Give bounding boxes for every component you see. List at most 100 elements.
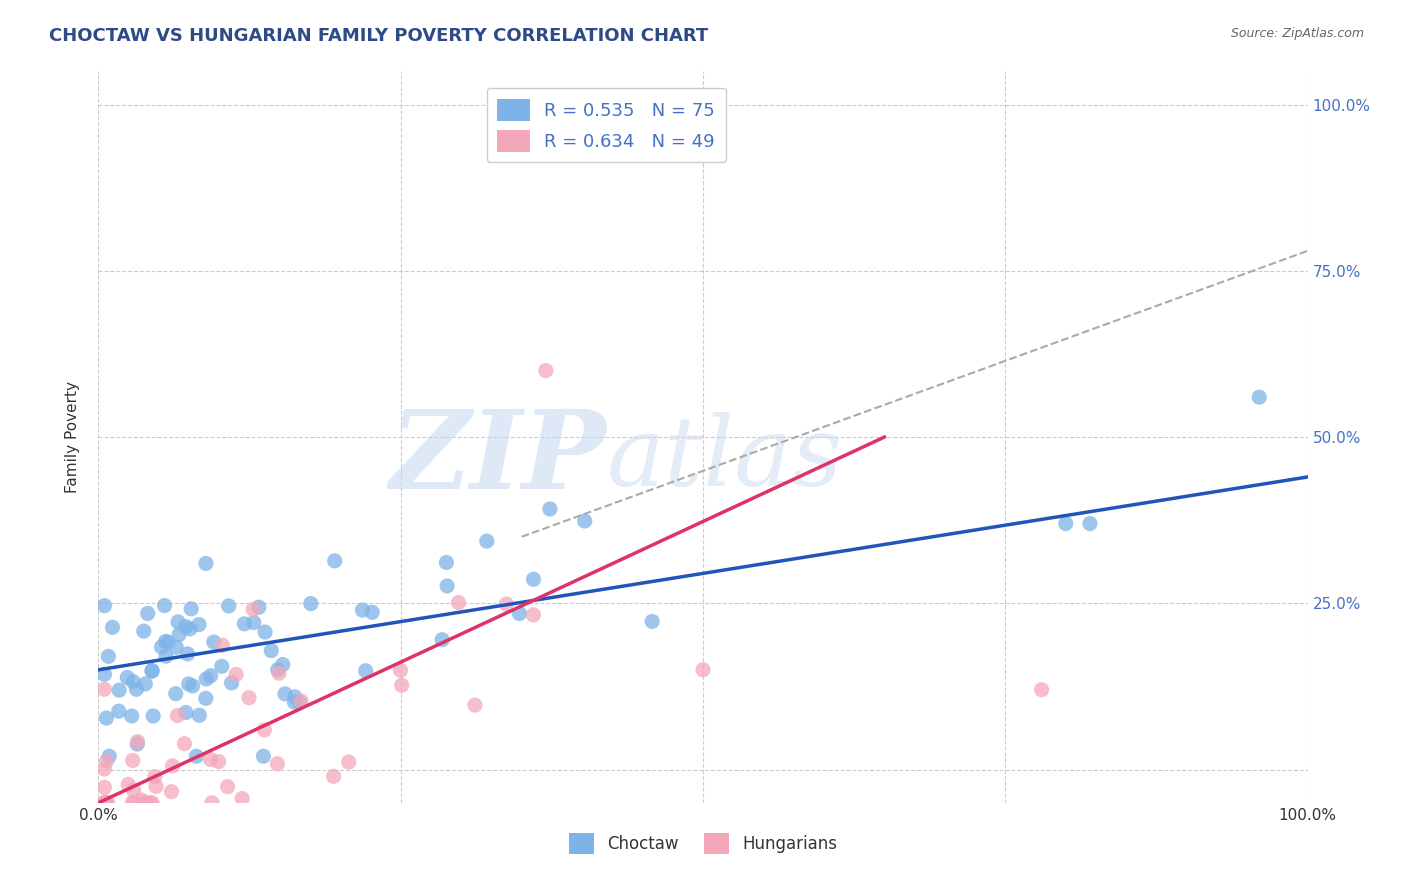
Point	[207, 755, 229, 769]
Point	[108, 704, 131, 718]
Point	[322, 769, 344, 783]
Point	[93, 796, 115, 810]
Point	[145, 780, 167, 794]
Point	[218, 599, 240, 613]
Legend: Choctaw, Hungarians: Choctaw, Hungarians	[562, 827, 844, 860]
Point	[243, 615, 266, 630]
Point	[142, 709, 165, 723]
Point	[165, 687, 187, 701]
Point	[174, 706, 197, 720]
Point	[522, 572, 544, 586]
Point	[538, 502, 561, 516]
Point	[176, 647, 198, 661]
Point	[93, 682, 115, 697]
Point	[242, 602, 264, 616]
Point	[141, 664, 163, 678]
Point	[391, 678, 413, 692]
Point	[475, 534, 498, 549]
Point	[174, 619, 197, 633]
Point	[188, 708, 211, 723]
Point	[641, 615, 664, 629]
Point	[202, 635, 225, 649]
Point	[271, 657, 294, 672]
Point	[177, 677, 200, 691]
Point	[166, 708, 188, 723]
Text: ZIP: ZIP	[389, 405, 606, 513]
Point	[121, 754, 143, 768]
Point	[97, 796, 120, 810]
Point	[247, 600, 270, 615]
Point	[260, 643, 283, 657]
Point	[93, 762, 115, 776]
Point	[288, 695, 311, 709]
Point	[238, 690, 260, 705]
Point	[97, 649, 120, 664]
Point	[93, 780, 115, 795]
Point	[201, 796, 224, 810]
Point	[1249, 390, 1271, 404]
Y-axis label: Family Poverty: Family Poverty	[65, 381, 80, 493]
Point	[121, 709, 143, 723]
Point	[134, 677, 156, 691]
Point	[94, 795, 117, 809]
Point	[323, 554, 346, 568]
Point	[194, 557, 217, 571]
Point	[122, 674, 145, 689]
Point	[1054, 516, 1077, 531]
Point	[186, 749, 208, 764]
Text: atlas: atlas	[606, 412, 842, 506]
Point	[447, 596, 470, 610]
Point	[127, 734, 149, 748]
Point	[125, 682, 148, 697]
Point	[141, 796, 163, 810]
Text: CHOCTAW VS HUNGARIAN FAMILY POVERTY CORRELATION CHART: CHOCTAW VS HUNGARIAN FAMILY POVERTY CORR…	[49, 27, 709, 45]
Point	[173, 737, 195, 751]
Point	[436, 556, 458, 570]
Point	[162, 759, 184, 773]
Point	[233, 616, 256, 631]
Point	[139, 796, 162, 810]
Point	[93, 796, 115, 810]
Point	[274, 687, 297, 701]
Point	[132, 624, 155, 639]
Point	[194, 691, 217, 706]
Point	[337, 755, 360, 769]
Point	[96, 711, 118, 725]
Point	[1031, 682, 1053, 697]
Point	[464, 698, 486, 712]
Point	[284, 690, 307, 704]
Point	[117, 777, 139, 791]
Point	[155, 649, 177, 664]
Point	[508, 607, 530, 621]
Point	[1078, 516, 1101, 531]
Point	[188, 617, 211, 632]
Point	[127, 737, 149, 751]
Point	[389, 663, 412, 677]
Point	[108, 683, 131, 698]
Point	[117, 671, 139, 685]
Point	[155, 634, 177, 648]
Point	[121, 796, 143, 810]
Point	[266, 756, 288, 771]
Point	[122, 796, 145, 810]
Point	[96, 754, 118, 768]
Point	[692, 663, 714, 677]
Point	[101, 620, 124, 634]
Point	[167, 615, 190, 629]
Point	[211, 638, 233, 652]
Point	[167, 627, 190, 641]
Point	[135, 796, 157, 810]
Point	[181, 679, 204, 693]
Point	[522, 607, 544, 622]
Point	[150, 640, 173, 654]
Point	[354, 664, 377, 678]
Point	[221, 676, 243, 690]
Point	[93, 599, 115, 613]
Point	[495, 597, 517, 611]
Point	[267, 666, 290, 681]
Point	[160, 784, 183, 798]
Point	[231, 791, 253, 805]
Point	[283, 695, 305, 709]
Point	[143, 770, 166, 784]
Point	[217, 780, 239, 794]
